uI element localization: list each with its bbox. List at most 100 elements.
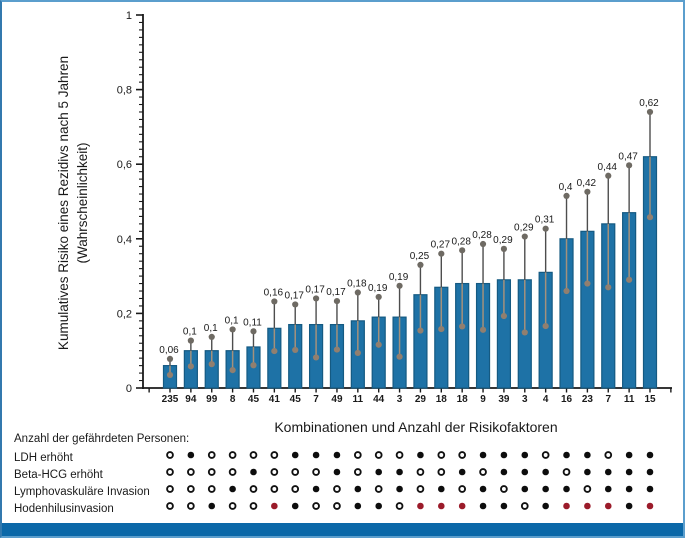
ci-lower-dot xyxy=(271,347,278,355)
ci-upper-dot xyxy=(417,261,424,269)
risk-dot-open xyxy=(207,485,216,493)
risk-dot-filled xyxy=(563,451,570,459)
risk-dot-open xyxy=(583,485,592,493)
bar-value-label: 0,27 xyxy=(431,240,451,251)
bar-value-label: 0,44 xyxy=(598,162,618,173)
bar-value-label: 0,19 xyxy=(368,283,388,294)
risk-dot-open xyxy=(416,485,425,493)
risk-dot-filled xyxy=(396,468,403,476)
risk-dot-open xyxy=(291,468,300,476)
risk-dot-open xyxy=(228,502,237,510)
bar-n-label: 29 xyxy=(415,394,427,405)
risk-dot-filled xyxy=(646,451,654,459)
bar-n-label: 3 xyxy=(522,394,528,405)
risk-dot-filled xyxy=(187,451,195,459)
risk-dot-filled xyxy=(417,451,424,459)
risk-dot-open xyxy=(228,468,237,476)
bar-n-label: 235 xyxy=(162,394,179,405)
ci-upper-dot xyxy=(312,295,320,302)
bottom-strip xyxy=(2,523,683,536)
risk-row-label-ldh: LDH erhöht xyxy=(14,452,74,464)
risk-dot-filled xyxy=(646,485,654,493)
bar-n-label: 9 xyxy=(480,394,486,405)
risk-dot-filled xyxy=(542,468,549,476)
bar-n-label: 39 xyxy=(498,394,510,405)
ci-lower-dot xyxy=(521,329,528,336)
bar-n-label: 8 xyxy=(230,394,236,405)
ci-upper-dot xyxy=(208,333,215,340)
ci-upper-dot xyxy=(542,225,549,232)
ci-lower-dot xyxy=(250,362,257,369)
risk-dot-red xyxy=(584,502,591,510)
bar-value-label: 0,29 xyxy=(493,235,513,246)
risk-dot-filled xyxy=(521,468,529,476)
risk-dot-filled xyxy=(584,468,591,476)
risk-dot-open xyxy=(479,468,487,476)
bar-value-label: 0,42 xyxy=(577,178,597,189)
risk-dot-filled xyxy=(542,485,549,493)
bar-value-label: 0,1 xyxy=(183,327,197,338)
risk-dot-open xyxy=(374,451,383,459)
risk-dot-open xyxy=(458,451,467,459)
ci-upper-dot xyxy=(500,245,508,252)
risk-dot-filled xyxy=(646,468,654,476)
risk-dot-open xyxy=(437,451,446,459)
ci-upper-dot xyxy=(584,188,591,195)
bar-value-label: 0,4 xyxy=(559,182,573,193)
risk-dot-red xyxy=(458,502,466,510)
ci-lower-dot xyxy=(626,276,633,283)
risk-dot-open xyxy=(207,468,216,476)
risk-dot-filled xyxy=(396,485,403,493)
y-axis-label-line2: (Wahrscheinlichkeit) xyxy=(75,142,90,263)
risk-dot-red xyxy=(563,502,570,510)
risk-dot-filled xyxy=(563,485,570,493)
ci-lower-dot xyxy=(500,312,508,320)
risk-row-label-lymphovascular: Lymphovaskuläre Invasion xyxy=(14,486,150,498)
bar-n-label: 11 xyxy=(353,394,364,405)
risk-dot-filled xyxy=(604,468,612,476)
risk-dot-filled xyxy=(625,502,633,510)
ci-upper-dot xyxy=(438,250,445,257)
risk-dot-filled xyxy=(479,485,487,493)
ci-lower-dot xyxy=(459,323,466,330)
risk-dot-filled xyxy=(584,451,591,459)
risk-dot-open xyxy=(166,502,174,510)
risk-dot-open xyxy=(437,468,446,476)
risk-dot-filled xyxy=(604,485,612,493)
risk-dot-filled xyxy=(333,451,341,459)
risk-factor-dot-matrix xyxy=(166,451,654,510)
bar-value-label: 0,11 xyxy=(243,317,262,328)
bar-value-label: 0,18 xyxy=(347,279,367,290)
risk-dot-open xyxy=(249,451,258,459)
bar-n-label: 45 xyxy=(290,394,302,405)
persons-at-risk-label: Anzahl der gefährdeten Personen: xyxy=(14,433,189,445)
risk-dot-red xyxy=(604,502,612,510)
risk-dot-open xyxy=(312,468,320,476)
ci-lower-dot xyxy=(584,280,591,287)
ci-upper-dot xyxy=(563,192,570,200)
ci-upper-dot xyxy=(166,355,174,363)
risk-dot-filled xyxy=(479,502,487,510)
bar-n-label: 49 xyxy=(331,394,343,405)
risk-dot-open xyxy=(312,502,320,510)
ci-upper-dot xyxy=(229,326,236,333)
ci-lower-dot xyxy=(417,327,424,334)
risk-dot-open xyxy=(187,502,195,510)
bar-value-label: 0,17 xyxy=(305,284,325,295)
ci-lower-dot xyxy=(354,349,361,357)
bar-value-label: 0,17 xyxy=(284,290,304,301)
risk-dot-filled xyxy=(312,451,320,459)
bar-n-label: 3 xyxy=(397,394,403,405)
ci-lower-dot xyxy=(563,287,570,295)
risk-dot-filled xyxy=(625,451,633,459)
risk-dot-open xyxy=(458,485,467,493)
risk-dot-open xyxy=(541,451,550,459)
risk-dot-red xyxy=(271,502,278,510)
risk-dot-filled xyxy=(312,485,320,493)
bar-value-label: 0,28 xyxy=(472,230,492,241)
bar-value-label: 0,29 xyxy=(514,223,534,234)
risk-dot-open xyxy=(187,485,195,493)
risk-dot-open xyxy=(228,451,237,459)
bar-n-label: 18 xyxy=(436,394,448,405)
